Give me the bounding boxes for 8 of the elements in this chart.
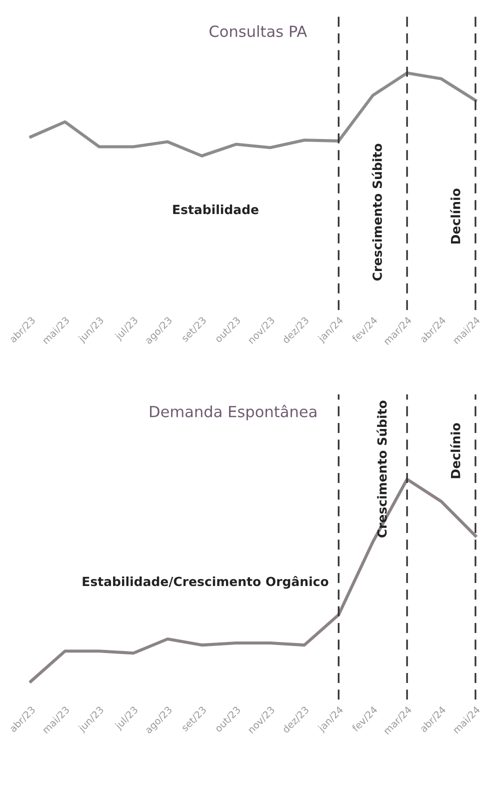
text: Declínio [450, 188, 460, 244]
annotation: Crescimento Súbito [376, 400, 387, 538]
annotation: Estabilidade/Crescimento Orgânico [82, 576, 328, 589]
annotation: Crescimento Súbito [372, 144, 382, 281]
text: Declínio [450, 423, 460, 478]
chart-title: Consultas PA [210, 25, 308, 38]
chart-title: Demanda Espontânea [150, 404, 316, 420]
text: Estabilidade [173, 204, 258, 214]
